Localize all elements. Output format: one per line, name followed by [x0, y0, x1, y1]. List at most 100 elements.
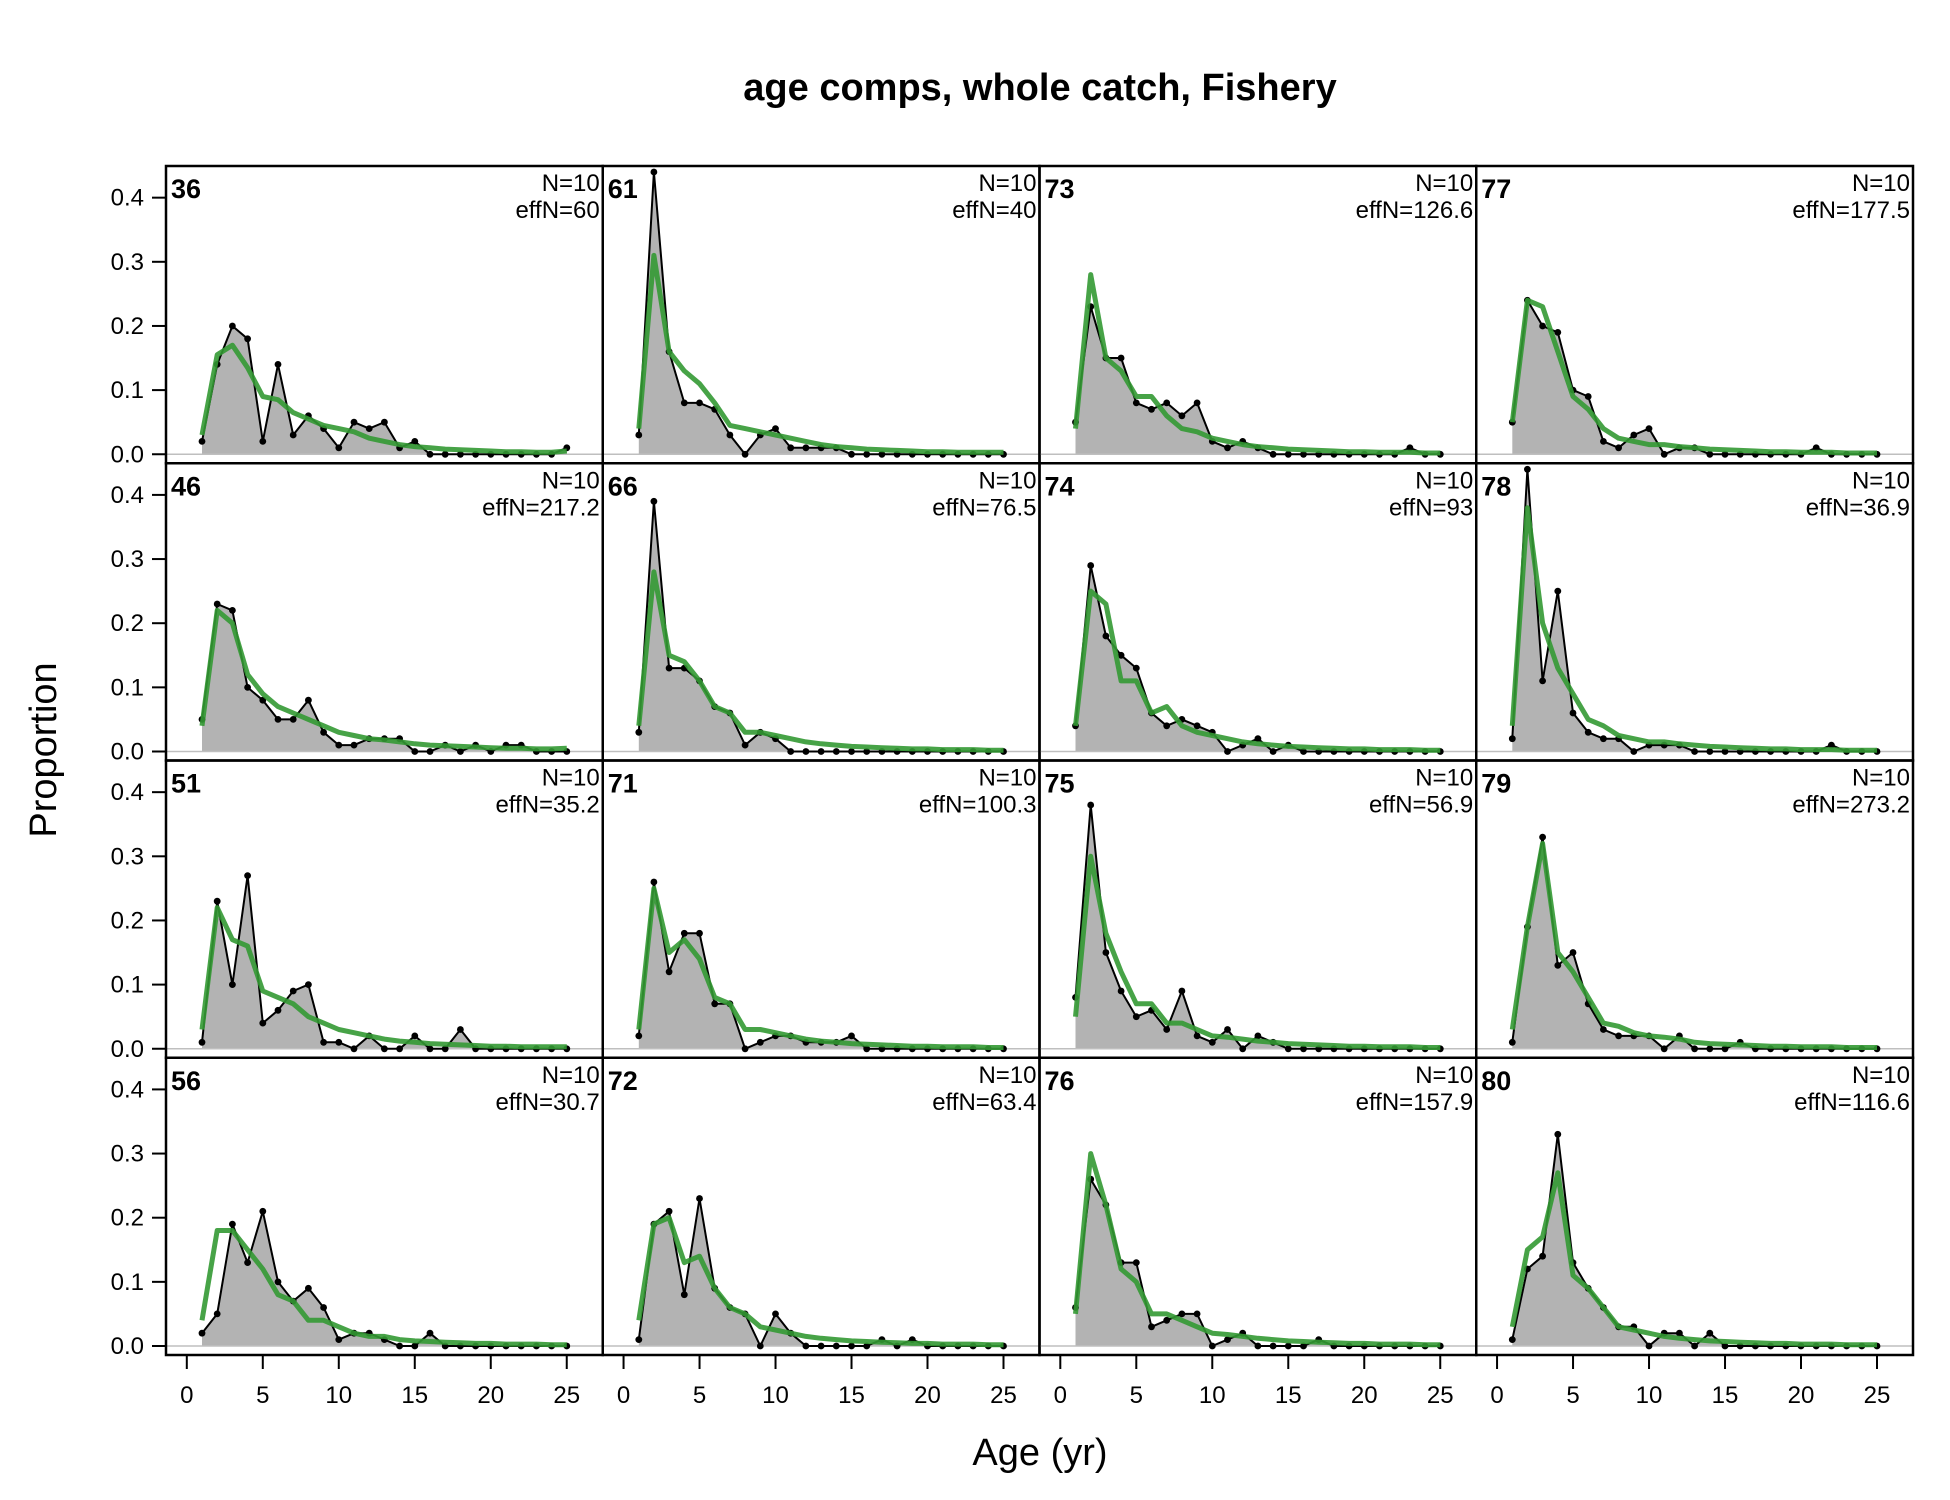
y-tick-label: 0.2: [111, 1205, 144, 1232]
observed-point: [1691, 1342, 1698, 1350]
observed-point: [1193, 1310, 1201, 1318]
observed-point: [1706, 748, 1714, 755]
observed-point: [1660, 450, 1668, 458]
observed-point: [1584, 728, 1592, 736]
observed-point: [817, 1342, 825, 1350]
observed-point: [305, 981, 312, 988]
observed-point: [1224, 748, 1231, 755]
panel-effn: effN=35.2: [495, 792, 599, 819]
panel-n: N=10: [1415, 1062, 1473, 1089]
x-tick-label: 10: [1199, 1382, 1226, 1409]
panel-effn: effN=100.3: [919, 792, 1037, 819]
x-tick-label: 10: [762, 1382, 789, 1409]
panel-label: 79: [1481, 769, 1511, 799]
observed-point: [863, 1342, 871, 1350]
observed-point: [741, 450, 749, 458]
y-tick-label: 0.4: [111, 1076, 144, 1103]
expected-line: [199, 1228, 567, 1348]
observed-point: [457, 1026, 464, 1033]
observed-point: [320, 1304, 327, 1311]
expected-line: [1073, 1151, 1441, 1348]
observed-point: [244, 872, 252, 879]
observed-point: [213, 897, 221, 905]
panel-frame: [1475, 1056, 1915, 1357]
observed-area: [1512, 300, 1877, 455]
observed-point: [817, 748, 825, 755]
observed-area: [202, 1211, 567, 1346]
x-tick-label: 15: [1275, 1382, 1302, 1409]
observed-point: [244, 1259, 252, 1266]
observed-point: [274, 716, 282, 723]
observed-point: [1284, 1045, 1292, 1053]
observed-point: [787, 748, 795, 755]
observed-point: [1193, 399, 1201, 407]
observed-point: [1584, 393, 1592, 400]
observed-point: [396, 1045, 403, 1053]
y-tick-label: 0.4: [111, 185, 144, 212]
observed-point: [198, 1038, 206, 1046]
observed-point: [381, 1045, 388, 1053]
observed-point: [1508, 1038, 1516, 1046]
x-tick-label: 25: [1427, 1382, 1454, 1409]
observed-point: [665, 968, 673, 976]
observed-point: [832, 1342, 840, 1350]
observed-point: [1300, 1342, 1307, 1350]
panel-n: N=10: [1852, 1062, 1910, 1089]
observed-point: [696, 399, 703, 407]
observed-point: [1508, 1336, 1516, 1343]
observed-point: [411, 1032, 419, 1040]
observed-point: [635, 431, 643, 439]
observed-point: [305, 1284, 312, 1292]
observed-point: [848, 450, 855, 458]
observed-point: [726, 431, 734, 439]
observed-point: [229, 607, 236, 614]
panel-n: N=10: [542, 765, 600, 792]
expected-line: [636, 569, 1004, 753]
observed-point: [381, 418, 388, 426]
observed-point: [1600, 735, 1607, 743]
y-tick-label: 0.2: [111, 313, 144, 340]
observed-point: [848, 748, 855, 755]
observed-point: [1117, 651, 1125, 659]
observed-point: [1163, 1316, 1171, 1324]
x-tick-label: 25: [990, 1382, 1017, 1409]
observed-area: [1512, 469, 1877, 752]
observed-point: [1554, 329, 1562, 336]
observed-point: [1132, 664, 1140, 672]
observed-area: [202, 326, 567, 455]
x-tick-label: 0: [1490, 1382, 1503, 1409]
observed-point: [1148, 405, 1155, 413]
observed-point: [650, 168, 658, 176]
observed-point: [396, 1342, 403, 1350]
y-tick-label: 0.3: [111, 843, 144, 870]
observed-point: [274, 1278, 282, 1286]
x-tick-label: 0: [617, 1382, 630, 1409]
observed-point: [1254, 1032, 1262, 1040]
x-tick-label: 20: [1351, 1382, 1378, 1409]
observed-point: [335, 741, 343, 749]
x-tick-label: 5: [1566, 1382, 1579, 1409]
expected-line: [199, 342, 568, 455]
observed-area: [638, 882, 1004, 1049]
panel-n: N=10: [978, 467, 1036, 494]
observed-point: [1117, 354, 1125, 362]
observed-point: [802, 748, 810, 755]
chart-title: age comps, whole catch, Fishery: [743, 67, 1336, 109]
observed-point: [426, 748, 434, 755]
observed-point: [1300, 450, 1307, 458]
y-tick-label: 0.3: [111, 249, 144, 276]
panel-label: 66: [608, 471, 638, 501]
panel-effn: effN=36.9: [1806, 494, 1910, 521]
panel-n: N=10: [1852, 765, 1910, 792]
observed-point: [1254, 735, 1262, 743]
expected-line: [1509, 841, 1877, 1050]
observed-point: [1102, 949, 1110, 956]
observed-point: [1812, 444, 1820, 452]
observed-point: [259, 1207, 267, 1215]
observed-point: [772, 425, 779, 432]
panel-label: 36: [171, 174, 201, 204]
observed-point: [635, 1336, 643, 1343]
